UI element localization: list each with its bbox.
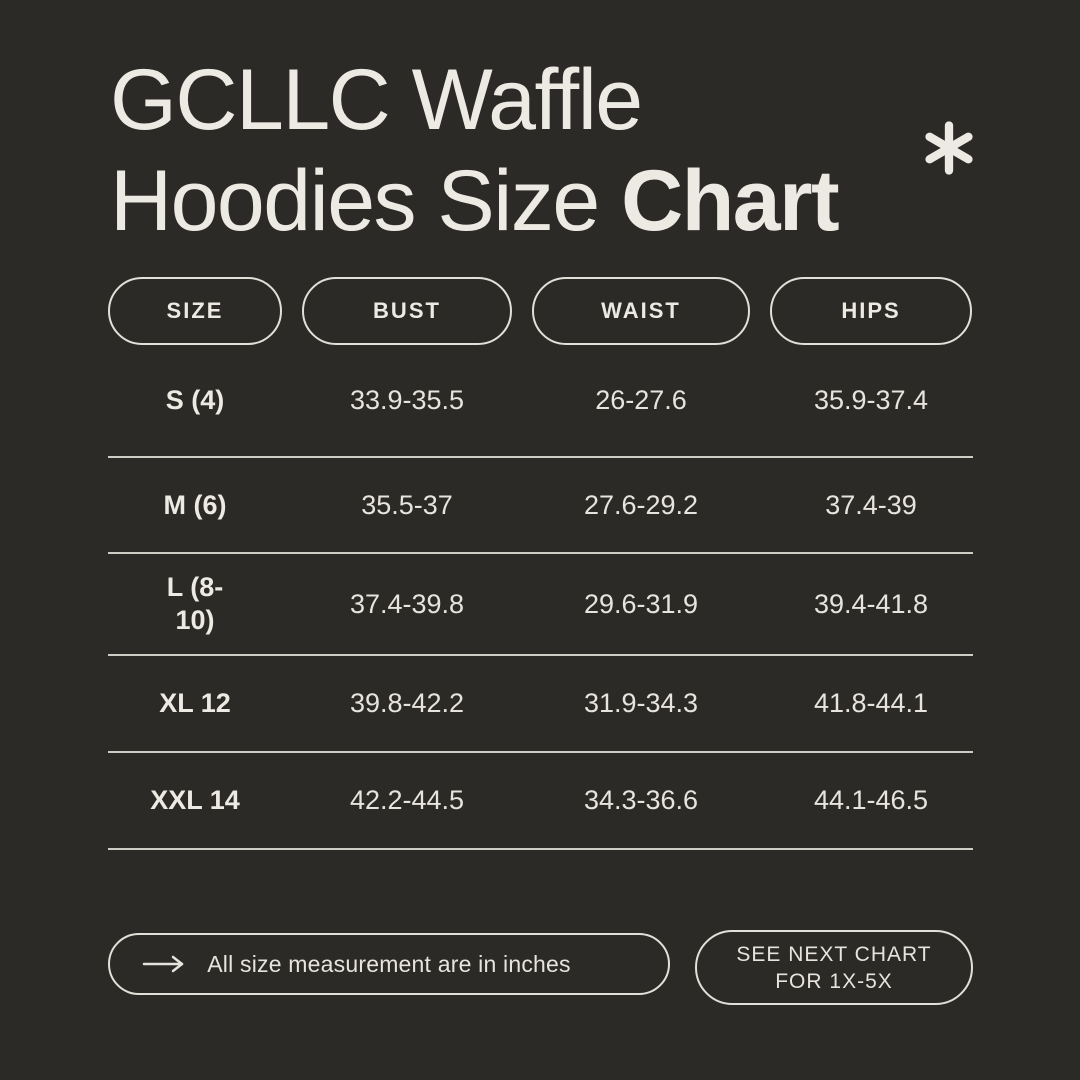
waist-cell: 31.9-34.3: [583, 688, 699, 718]
size-cell: M (6): [163, 489, 227, 520]
hips-cell: 39.4-41.8: [813, 588, 929, 619]
waist-cell: 27.6-29.2: [583, 489, 699, 520]
column-header-hips-label: HIPS: [841, 298, 901, 323]
table-row: XXL 14 42.2-44.5 34.3-36.6 44.1-46.5: [108, 753, 973, 850]
size-cell: XL 12: [159, 688, 231, 718]
bust-cell: 33.9-35.5: [349, 385, 465, 415]
long-right-arrow-icon: [142, 954, 186, 974]
size-cell: S (4): [165, 385, 225, 415]
bust-cell: 35.5-37: [361, 489, 453, 520]
size-table: S (4) 33.9-35.5 26-27.6 35.9-37.4 M (6) …: [108, 345, 973, 850]
hips-cell: 35.9-37.4: [813, 385, 929, 415]
column-header-hips: HIPS: [770, 277, 972, 345]
bust-cell: 39.8-42.2: [349, 688, 465, 718]
size-cell: XXL 14: [150, 785, 240, 815]
column-header-waist-label: WAIST: [601, 298, 681, 323]
page-title: GCLLC Waffle Hoodies Size Chart: [110, 50, 840, 252]
title-line-1: GCLLC Waffle: [110, 52, 643, 148]
hips-cell: 41.8-44.1: [813, 688, 929, 718]
title-line-2: Hoodies Size Chart: [110, 151, 840, 252]
column-header-waist: WAIST: [532, 277, 750, 345]
table-row: XL 12 39.8-42.2 31.9-34.3 41.8-44.1: [108, 656, 973, 753]
size-cell: L (8- 10): [166, 572, 224, 635]
column-header-bust: BUST: [302, 277, 512, 345]
table-row: M (6) 35.5-37 27.6-29.2 37.4-39: [108, 458, 973, 554]
column-header-size-label: SIZE: [166, 298, 224, 323]
column-header-size: SIZE: [108, 277, 282, 345]
asterisk-icon: [924, 118, 974, 178]
waist-cell: 26-27.6: [595, 385, 687, 415]
bust-cell: 42.2-44.5: [349, 785, 465, 815]
table-row: S (4) 33.9-35.5 26-27.6 35.9-37.4: [108, 345, 973, 458]
hips-cell: 44.1-46.5: [813, 785, 929, 815]
see-next-chart-button[interactable]: SEE NEXT CHART FOR 1X-5X: [695, 930, 973, 1005]
bust-cell: 37.4-39.8: [349, 588, 465, 619]
table-row: L (8- 10) 37.4-39.8 29.6-31.9 39.4-41.8: [108, 554, 973, 656]
hips-cell: 37.4-39: [825, 489, 917, 520]
units-note-pill: All size measurement are in inches: [108, 933, 670, 995]
waist-cell: 29.6-31.9: [583, 588, 699, 619]
waist-cell: 34.3-36.6: [583, 785, 699, 815]
column-header-bust-label: BUST: [373, 298, 441, 323]
table-header-row: SIZE BUST WAIST HIPS: [108, 277, 973, 345]
units-note-text: All size measurement are in inches: [207, 950, 571, 977]
title-line-2-regular: Hoodies Size: [110, 153, 622, 249]
see-next-chart-label: SEE NEXT CHART FOR 1X-5X: [736, 942, 932, 993]
title-line-2-bold: Chart: [621, 153, 840, 249]
